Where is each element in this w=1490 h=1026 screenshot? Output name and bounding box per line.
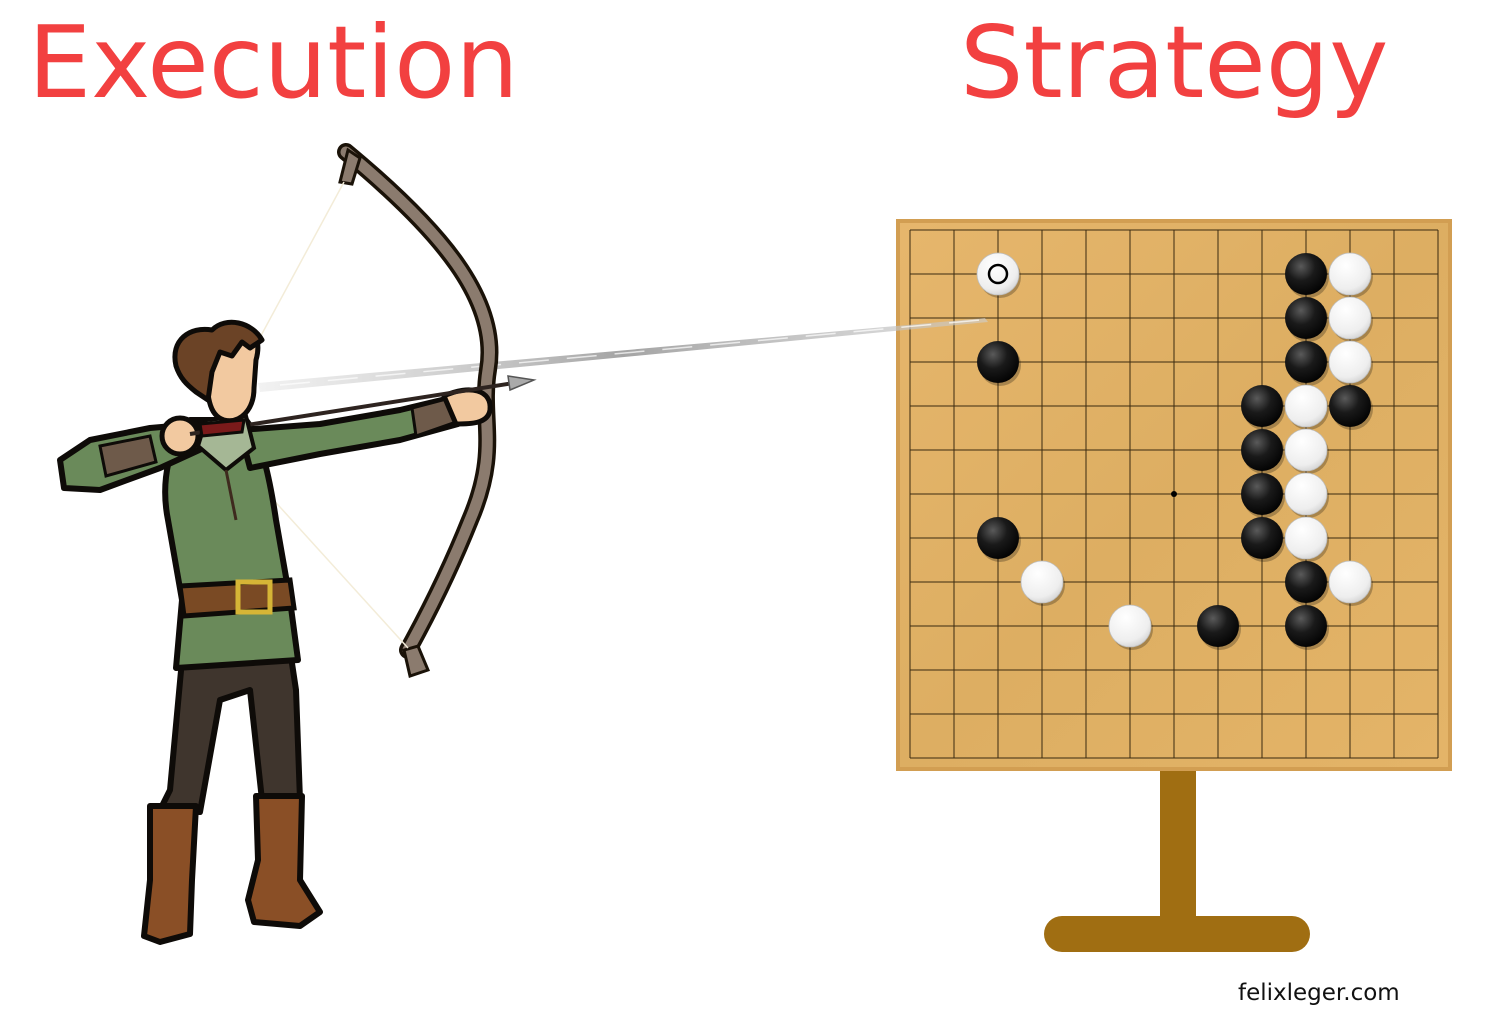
black-stone xyxy=(1285,297,1327,339)
black-stone xyxy=(1285,341,1327,383)
black-stone xyxy=(1241,473,1283,515)
black-stone xyxy=(1241,429,1283,471)
strategy-title: Strategy xyxy=(960,4,1389,121)
white-stone xyxy=(1108,604,1152,648)
last-move-marker xyxy=(987,263,1009,285)
black-stone xyxy=(977,341,1019,383)
site-credit: felixleger.com xyxy=(1238,980,1400,1006)
black-stone xyxy=(1285,605,1327,647)
archer-figure xyxy=(57,143,537,945)
white-stone xyxy=(1328,560,1372,604)
white-stone xyxy=(1284,472,1328,516)
black-stone xyxy=(1197,605,1239,647)
black-stone xyxy=(1285,561,1327,603)
black-stone xyxy=(977,517,1019,559)
white-stone xyxy=(1328,340,1372,384)
go-board xyxy=(896,219,1452,771)
execution-title: Execution xyxy=(28,4,519,121)
white-stone xyxy=(1020,560,1064,604)
white-stone xyxy=(1328,296,1372,340)
white-stone xyxy=(1284,384,1328,428)
black-stone xyxy=(1329,385,1371,427)
black-stone xyxy=(1241,517,1283,559)
white-stone xyxy=(1328,252,1372,296)
white-stone xyxy=(1284,516,1328,560)
white-stone xyxy=(976,252,1020,296)
arrow-trail xyxy=(258,318,988,392)
black-stone xyxy=(1285,253,1327,295)
board-stand xyxy=(1044,770,1310,952)
star-point xyxy=(1171,491,1177,497)
white-stone xyxy=(1284,428,1328,472)
stones xyxy=(976,252,1373,650)
black-stone xyxy=(1241,385,1283,427)
